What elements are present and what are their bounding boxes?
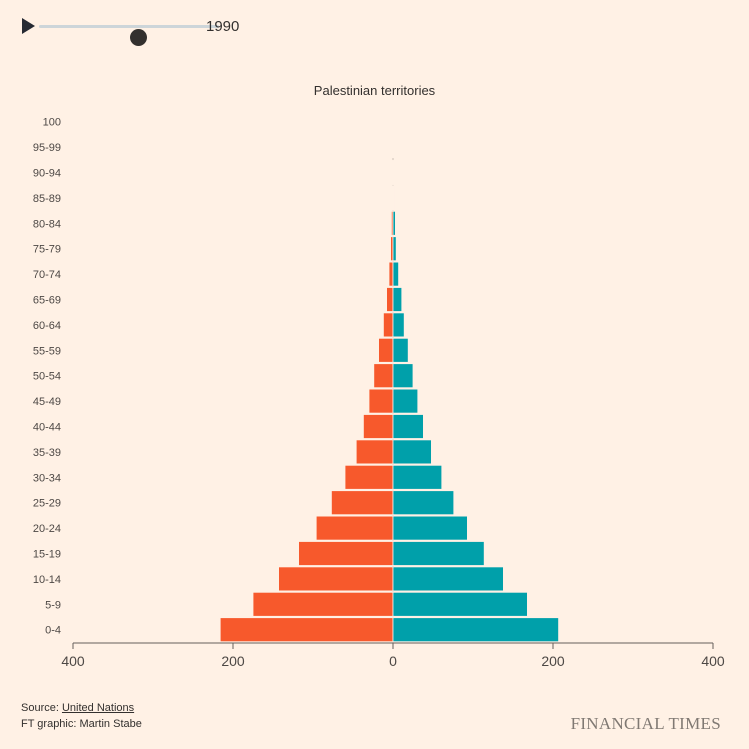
right-bar [392, 337, 409, 363]
age-group-label: 60-64 [33, 320, 61, 332]
source-note: Source: United Nations [21, 702, 134, 714]
x-tick-label: 200 [221, 653, 245, 669]
age-group-label: 80-84 [33, 218, 61, 230]
right-bar [392, 515, 468, 541]
left-bar [368, 388, 394, 414]
left-bar [315, 515, 394, 541]
age-group-label: 70-74 [33, 269, 61, 281]
right-bar [392, 414, 424, 439]
right-bar [392, 566, 504, 592]
graphic-credit: FT graphic: Martin Stabe [21, 718, 142, 730]
age-group-label: 75-79 [33, 244, 61, 256]
left-bar [219, 617, 394, 643]
right-bar [392, 617, 560, 643]
ft-logo: FINANCIAL TIMES [570, 714, 721, 733]
age-group-label: 20-24 [33, 523, 61, 535]
age-group-label: 55-59 [33, 345, 61, 357]
age-group-label: 10-14 [33, 574, 61, 586]
age-group-label: 50-54 [33, 371, 61, 383]
right-bar [392, 236, 397, 262]
x-tick-label: 0 [389, 653, 397, 669]
playback-controls: 1990 [22, 14, 262, 46]
left-bar [298, 541, 394, 566]
left-bar [386, 287, 394, 312]
right-bar [392, 363, 414, 389]
left-bar [378, 337, 394, 363]
age-group-label: 45-49 [33, 396, 61, 408]
right-bar [392, 591, 528, 617]
age-group-label: 5-9 [45, 599, 61, 611]
age-group-label: 100 [43, 117, 61, 129]
age-group-label: 30-34 [33, 472, 61, 484]
year-slider[interactable] [39, 25, 219, 46]
right-bar [392, 388, 419, 414]
age-group-label: 40-44 [33, 422, 61, 434]
age-group-label: 85-89 [33, 193, 61, 205]
x-tick-label: 400 [701, 653, 725, 669]
age-group-label: 90-94 [33, 168, 61, 180]
play-icon[interactable] [22, 18, 35, 34]
left-bar [362, 414, 394, 439]
x-tick-label: 400 [61, 653, 85, 669]
right-bar [392, 185, 395, 211]
left-bar [344, 464, 394, 490]
left-bar [330, 490, 394, 516]
source-link[interactable]: United Nations [61, 702, 135, 714]
left-bar [382, 312, 394, 338]
right-bar [392, 464, 443, 490]
age-group-label: 0-4 [45, 625, 61, 637]
left-bar [388, 261, 394, 287]
source-prefix: Source: [21, 702, 62, 714]
right-bar [392, 439, 432, 465]
left-bar [373, 363, 394, 389]
left-bar [355, 439, 394, 465]
age-group-label: 15-19 [33, 549, 61, 561]
right-bar [392, 261, 399, 287]
age-group-label: 65-69 [33, 295, 61, 307]
age-group-label: 25-29 [33, 498, 61, 510]
right-bar [392, 287, 403, 312]
left-bar [252, 591, 394, 617]
chart-title: Palestinian territories [313, 83, 436, 98]
age-group-label: 35-39 [33, 447, 61, 459]
left-bar [278, 566, 394, 592]
slider-handle[interactable] [129, 29, 147, 46]
age-group-label: 95-99 [33, 142, 61, 154]
right-bar [392, 490, 455, 516]
right-bar [392, 541, 485, 566]
right-bar [392, 312, 405, 338]
year-label: 1990 [206, 18, 240, 35]
right-bar [392, 210, 396, 236]
x-tick-label: 200 [541, 653, 565, 669]
